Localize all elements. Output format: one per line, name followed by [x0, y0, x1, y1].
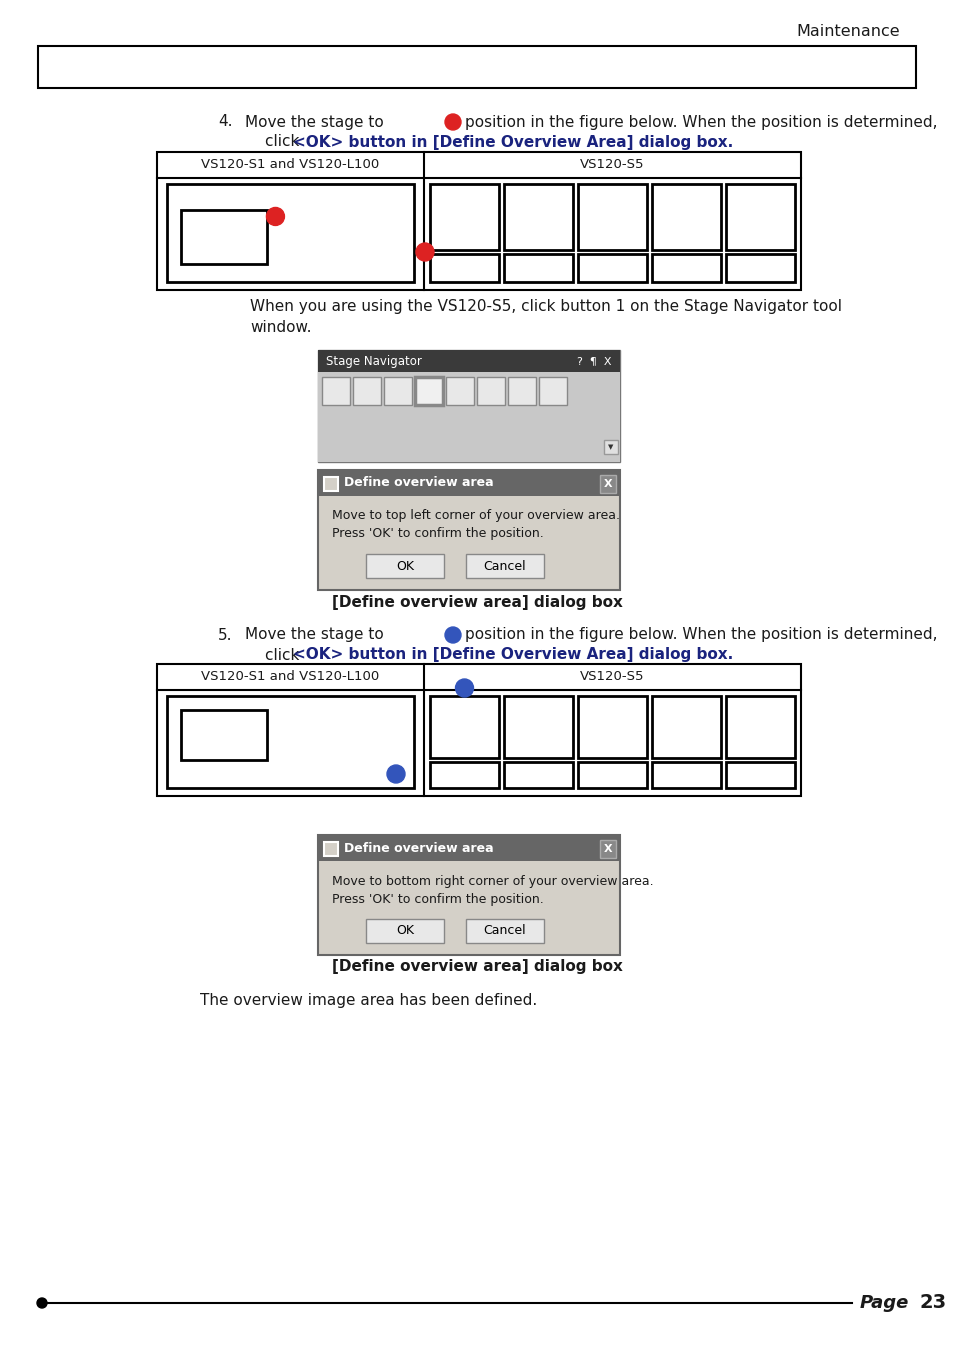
Text: 4.: 4. — [218, 115, 233, 130]
Bar — [181, 211, 267, 265]
Bar — [725, 697, 794, 757]
Text: When you are using the VS120-S5, click button 1 on the Stage Navigator tool: When you are using the VS120-S5, click b… — [250, 300, 841, 315]
Text: ?  ¶  X: ? ¶ X — [577, 356, 612, 366]
Bar — [430, 184, 498, 250]
Bar — [322, 377, 350, 405]
Text: Press 'OK' to confirm the position.: Press 'OK' to confirm the position. — [332, 528, 543, 540]
Bar — [578, 761, 646, 788]
Bar — [366, 554, 443, 578]
Text: Move the stage to: Move the stage to — [245, 115, 383, 130]
Text: VS120-S5: VS120-S5 — [579, 158, 644, 171]
Text: 23: 23 — [919, 1293, 946, 1312]
Bar — [651, 761, 720, 788]
Bar — [725, 254, 794, 282]
Bar — [384, 377, 412, 405]
Circle shape — [444, 113, 460, 130]
Text: 5.: 5. — [218, 628, 233, 643]
Bar — [430, 761, 498, 788]
Text: Move the stage to: Move the stage to — [245, 628, 383, 643]
Bar — [725, 184, 794, 250]
Bar — [430, 254, 498, 282]
Bar — [157, 664, 801, 796]
Bar — [503, 254, 573, 282]
Bar — [157, 153, 801, 290]
Bar — [651, 254, 720, 282]
Bar — [465, 919, 543, 944]
Bar — [317, 836, 619, 861]
Text: Move to bottom right corner of your overview area.: Move to bottom right corner of your over… — [332, 875, 653, 887]
Bar — [181, 710, 267, 760]
Bar — [353, 377, 380, 405]
Text: Stage Navigator: Stage Navigator — [326, 355, 421, 367]
Bar — [317, 373, 619, 410]
Text: [Define overview area] dialog box: [Define overview area] dialog box — [332, 594, 621, 609]
Bar — [599, 475, 616, 493]
Bar — [538, 377, 566, 405]
Text: <OK> button in [Define Overview Area] dialog box.: <OK> button in [Define Overview Area] di… — [293, 648, 733, 663]
Text: click: click — [265, 648, 304, 663]
Text: Cancel: Cancel — [483, 559, 526, 572]
Text: VS120-S1 and VS120-L100: VS120-S1 and VS120-L100 — [201, 158, 379, 171]
Text: OK: OK — [395, 925, 414, 937]
Text: OK: OK — [395, 559, 414, 572]
Bar — [725, 761, 794, 788]
Circle shape — [455, 679, 473, 697]
Text: position in the figure below. When the position is determined,: position in the figure below. When the p… — [464, 628, 937, 643]
Circle shape — [37, 1297, 47, 1308]
Bar — [599, 840, 616, 859]
Text: The overview image area has been defined.: The overview image area has been defined… — [200, 992, 537, 1007]
Bar — [317, 350, 619, 373]
Bar — [324, 477, 337, 491]
Text: click: click — [265, 135, 304, 150]
Bar — [317, 470, 619, 590]
Circle shape — [266, 208, 284, 225]
Bar — [578, 697, 646, 757]
Bar — [430, 697, 498, 757]
Text: ▼: ▼ — [608, 444, 613, 450]
Bar — [603, 440, 618, 454]
Bar — [578, 254, 646, 282]
Bar — [465, 554, 543, 578]
Text: window.: window. — [250, 320, 312, 336]
Bar — [366, 919, 443, 944]
Bar — [415, 377, 442, 405]
Bar — [651, 697, 720, 757]
Bar — [324, 842, 337, 856]
Bar — [578, 184, 646, 250]
Bar — [503, 697, 573, 757]
Circle shape — [387, 765, 405, 783]
Bar — [476, 377, 504, 405]
Text: position in the figure below. When the position is determined,: position in the figure below. When the p… — [464, 115, 937, 130]
Bar — [503, 184, 573, 250]
Bar — [167, 697, 414, 788]
Bar — [503, 761, 573, 788]
Text: Define overview area: Define overview area — [344, 841, 493, 855]
Text: Press 'OK' to confirm the position.: Press 'OK' to confirm the position. — [332, 892, 543, 906]
Circle shape — [416, 243, 434, 261]
Text: [Define overview area] dialog box: [Define overview area] dialog box — [332, 960, 621, 975]
Bar — [317, 836, 619, 954]
Text: Move to top left corner of your overview area.: Move to top left corner of your overview… — [332, 509, 619, 522]
Bar — [167, 184, 414, 282]
Text: X: X — [603, 844, 612, 855]
Text: Cancel: Cancel — [483, 925, 526, 937]
Bar — [317, 470, 619, 495]
Circle shape — [444, 626, 460, 643]
Bar — [38, 46, 915, 88]
Bar — [317, 410, 619, 462]
Text: Page: Page — [859, 1295, 908, 1312]
Bar — [507, 377, 536, 405]
Text: Maintenance: Maintenance — [796, 24, 899, 39]
Text: VS120-S1 and VS120-L100: VS120-S1 and VS120-L100 — [201, 671, 379, 683]
Bar — [446, 377, 474, 405]
Bar — [317, 350, 619, 462]
Text: X: X — [603, 479, 612, 489]
Text: VS120-S5: VS120-S5 — [579, 671, 644, 683]
Text: Define overview area: Define overview area — [344, 477, 493, 490]
Bar — [651, 184, 720, 250]
Text: <OK> button in [Define Overview Area] dialog box.: <OK> button in [Define Overview Area] di… — [293, 135, 733, 150]
